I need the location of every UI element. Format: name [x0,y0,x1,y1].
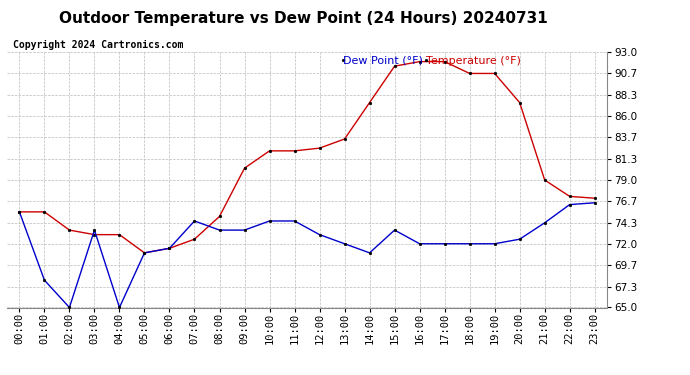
Text: Outdoor Temperature vs Dew Point (24 Hours) 20240731: Outdoor Temperature vs Dew Point (24 Hou… [59,11,548,26]
Legend: Dew Point (°F), Temperature (°F): Dew Point (°F), Temperature (°F) [343,56,521,66]
Text: Copyright 2024 Cartronics.com: Copyright 2024 Cartronics.com [13,40,184,50]
